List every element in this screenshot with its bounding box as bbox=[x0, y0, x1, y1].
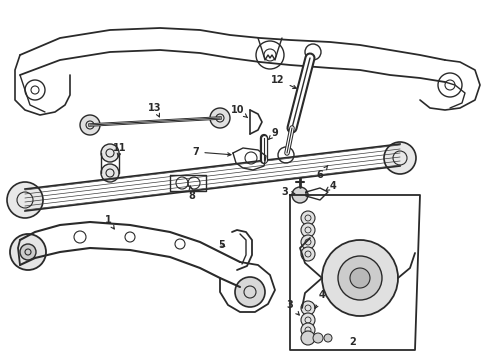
Circle shape bbox=[350, 268, 370, 288]
Text: 12: 12 bbox=[271, 75, 296, 89]
Text: 1: 1 bbox=[105, 215, 114, 229]
Circle shape bbox=[301, 211, 315, 225]
Text: 5: 5 bbox=[219, 240, 225, 250]
Circle shape bbox=[301, 235, 315, 249]
Text: 9: 9 bbox=[269, 128, 278, 139]
Circle shape bbox=[301, 323, 315, 337]
Circle shape bbox=[80, 115, 100, 135]
Text: 13: 13 bbox=[148, 103, 162, 117]
Text: 11: 11 bbox=[113, 143, 127, 157]
Circle shape bbox=[301, 301, 315, 315]
Circle shape bbox=[301, 223, 315, 237]
Circle shape bbox=[313, 333, 323, 343]
Circle shape bbox=[210, 108, 230, 128]
Text: 3: 3 bbox=[287, 300, 299, 315]
Circle shape bbox=[301, 247, 315, 261]
Circle shape bbox=[301, 331, 315, 345]
Circle shape bbox=[7, 182, 43, 218]
Circle shape bbox=[20, 244, 36, 260]
Text: 4: 4 bbox=[326, 181, 336, 191]
Circle shape bbox=[292, 187, 308, 203]
Text: 2: 2 bbox=[350, 337, 356, 347]
Circle shape bbox=[301, 313, 315, 327]
Text: 4: 4 bbox=[315, 290, 325, 309]
Circle shape bbox=[235, 277, 265, 307]
Circle shape bbox=[324, 334, 332, 342]
Circle shape bbox=[338, 256, 382, 300]
Circle shape bbox=[322, 240, 398, 316]
Text: 8: 8 bbox=[189, 185, 196, 201]
Text: 3: 3 bbox=[282, 187, 295, 197]
Circle shape bbox=[101, 164, 119, 182]
Text: 7: 7 bbox=[193, 147, 231, 157]
Text: 10: 10 bbox=[231, 105, 247, 118]
Circle shape bbox=[10, 234, 46, 270]
Circle shape bbox=[101, 144, 119, 162]
Text: 6: 6 bbox=[317, 166, 328, 180]
Circle shape bbox=[384, 142, 416, 174]
